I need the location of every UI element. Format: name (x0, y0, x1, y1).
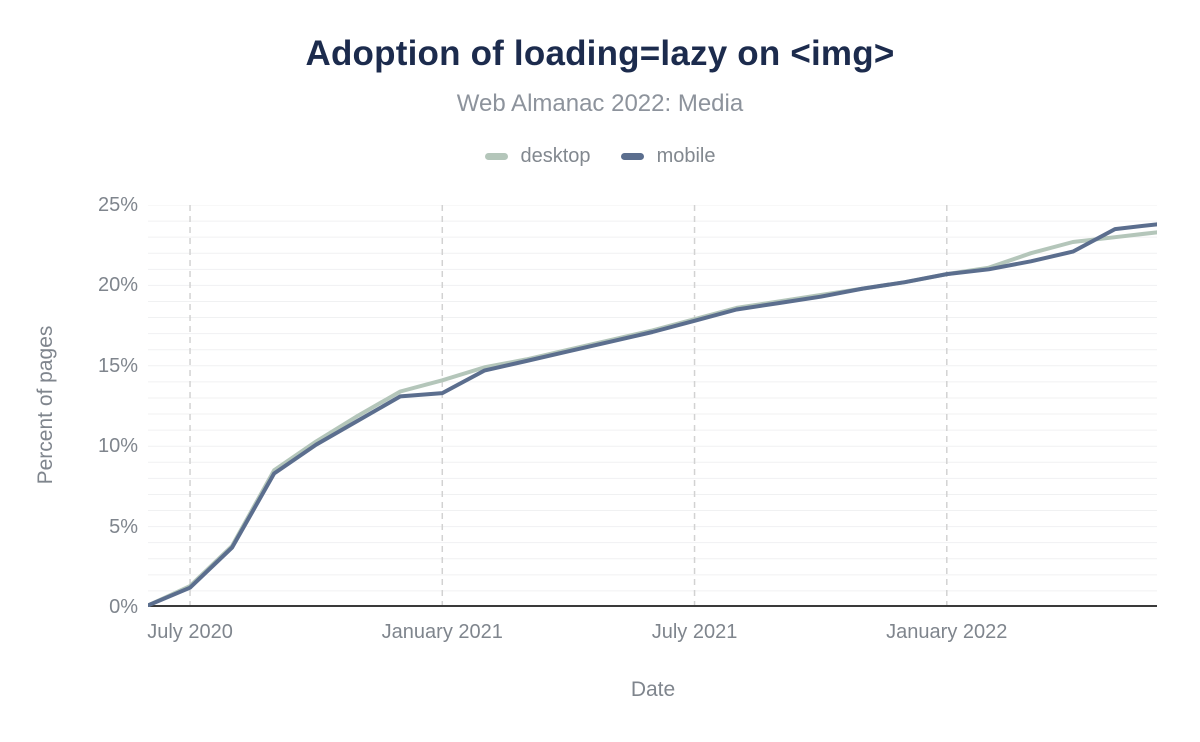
x-tick-label: January 2022 (886, 621, 1008, 643)
x-axis-title: Date (630, 678, 676, 701)
x-tick-label: July 2020 (147, 621, 233, 643)
legend-item-desktop: desktop (484, 144, 591, 168)
legend-label-mobile: mobile (656, 144, 716, 167)
chart-legend: desktop mobile (0, 143, 1200, 169)
horizontal-gridlines (148, 205, 1157, 592)
chart-title: Adoption of loading=lazy on <img> (305, 34, 895, 73)
legend-item-mobile: mobile (620, 144, 716, 168)
desktop-line (148, 230, 1157, 607)
y-tick-label: 20% (97, 274, 138, 297)
y-tick-label: 5% (109, 515, 138, 538)
y-tick-label: 10% (97, 435, 138, 458)
x-tick-label: January 2021 (381, 621, 503, 643)
x-tick-label: July 2021 (651, 621, 738, 643)
vertical-gridlines (189, 205, 948, 607)
y-axis-title: Percent of pages (34, 325, 57, 485)
legend-label-desktop: desktop (520, 144, 591, 167)
y-tick-label: 25% (97, 194, 138, 216)
mobile-line (148, 222, 1157, 607)
plot-area (148, 205, 1157, 607)
desktop-series-swatch-icon (484, 152, 508, 160)
mobile-series-swatch-icon (620, 152, 644, 160)
chart-subtitle: Web Almanac 2022: Media (456, 90, 744, 117)
y-tick-label: 15% (97, 354, 138, 377)
y-tick-label: 0% (109, 596, 138, 618)
